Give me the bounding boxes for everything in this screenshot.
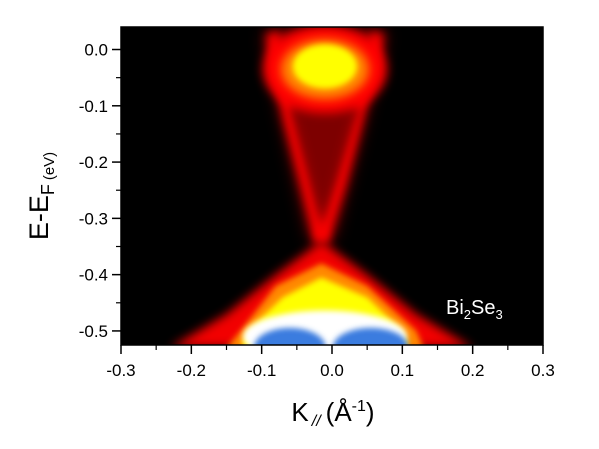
x-tick-label: 0.0 — [320, 361, 344, 380]
y-tick-label: -0.1 — [79, 97, 108, 116]
x-axis-title-main: K — [291, 397, 309, 427]
y-tick-label: 0.0 — [84, 41, 108, 60]
x-axis-title-subscript: // — [311, 413, 322, 430]
y-tick-label: -0.4 — [79, 266, 108, 285]
x-tick-label: -0.2 — [177, 361, 206, 380]
y-axis-title: E-EF (eV) — [24, 152, 58, 240]
x-axis-title-unit-open: (Å — [326, 397, 353, 427]
band-intensity-map — [174, 27, 469, 345]
material-subscript-1: 2 — [464, 307, 471, 322]
upper-cone-interior — [289, 105, 361, 224]
y-tick-label: -0.5 — [79, 322, 108, 341]
bulk-band-right-lobe — [333, 327, 409, 345]
bulk-band-left-lobe — [254, 327, 326, 345]
y-axis-title-unit: (eV) — [41, 152, 58, 180]
material-subscript-2: 3 — [496, 307, 503, 322]
x-tick-label: 0.1 — [391, 361, 415, 380]
x-tick-label: -0.1 — [247, 361, 276, 380]
conduction-band-yellow — [292, 44, 357, 89]
x-axis-title-unit-close: ) — [366, 397, 375, 427]
x-tick-label: 0.3 — [531, 361, 555, 380]
x-axis-title-unit-superscript: -1 — [352, 398, 366, 415]
plot-area — [120, 26, 544, 346]
y-axis: 0.0 -0.1 -0.2 -0.3 -0.4 -0.5 — [79, 41, 121, 341]
material-annotation: Bi2Se3 — [446, 297, 503, 322]
y-axis-title-subscript: F — [38, 184, 58, 195]
x-axis-title: K//(Å-1) — [291, 397, 374, 430]
y-tick-label: -0.2 — [79, 153, 108, 172]
material-element-1: Bi — [446, 297, 464, 319]
x-tick-label: 0.2 — [461, 361, 485, 380]
y-axis-title-main: E-E — [24, 195, 54, 240]
y-tick-label: -0.3 — [79, 209, 108, 228]
x-tick-label: -0.3 — [106, 361, 135, 380]
x-axis: -0.3 -0.2 -0.1 0.0 0.1 0.2 0.3 — [106, 345, 555, 380]
material-element-2: Se — [471, 297, 495, 319]
